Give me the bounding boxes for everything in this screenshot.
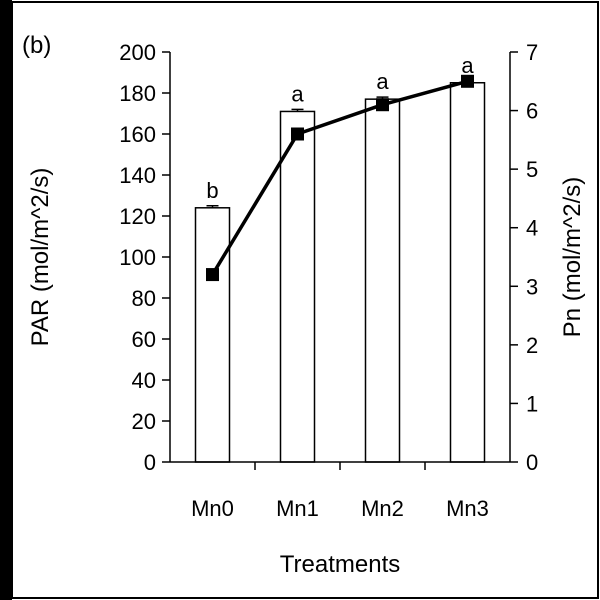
y-tick-label: 60 bbox=[132, 327, 156, 352]
x-tick-label: Mn1 bbox=[276, 496, 319, 521]
y-tick-label: 100 bbox=[119, 245, 156, 270]
y-tick-label: 180 bbox=[119, 81, 156, 106]
y2-tick-label: 7 bbox=[526, 40, 538, 65]
significance-label: b bbox=[206, 178, 218, 203]
x-tick-label: Mn0 bbox=[191, 496, 234, 521]
x-tick-label: Mn3 bbox=[446, 496, 489, 521]
pn-marker-mn3 bbox=[461, 74, 474, 88]
y2-tick-label: 5 bbox=[526, 157, 538, 182]
y-tick-label: 120 bbox=[119, 204, 156, 229]
y-axis-title: PAR (mol/m^2/s) bbox=[27, 168, 54, 347]
panel-label: (b) bbox=[22, 32, 52, 59]
y2-tick-label: 3 bbox=[526, 274, 538, 299]
y-tick-label: 0 bbox=[144, 450, 156, 475]
y2-tick-label: 6 bbox=[526, 99, 538, 124]
pn-line bbox=[211, 79, 468, 276]
y2-tick-label: 2 bbox=[526, 333, 538, 358]
x-tick-label: Mn2 bbox=[361, 496, 404, 521]
y-tick-label: 40 bbox=[132, 368, 156, 393]
par-bar-mn1 bbox=[279, 110, 316, 463]
y-tick-label: 160 bbox=[119, 122, 156, 147]
y2-axis-title: Pn (mol/m^2/s) bbox=[559, 177, 586, 338]
left-edge-bar bbox=[0, 0, 12, 600]
y-tick-label: 140 bbox=[119, 163, 156, 188]
par-bar-mn0 bbox=[194, 207, 231, 463]
y-tick-label: 80 bbox=[132, 286, 156, 311]
pn-marker-mn2 bbox=[376, 98, 389, 112]
par-bar-mn2 bbox=[364, 98, 401, 463]
significance-label: a bbox=[291, 81, 304, 106]
pn-marker-mn0 bbox=[206, 268, 219, 282]
pn-marker-mn1 bbox=[291, 127, 304, 141]
par-bar-mn3 bbox=[449, 82, 486, 463]
y2-tick-label: 0 bbox=[526, 450, 538, 475]
y2-tick-label: 4 bbox=[526, 216, 538, 241]
y-tick-label: 200 bbox=[119, 40, 156, 65]
significance-labels-layer: b a a a bbox=[206, 53, 474, 203]
significance-label: a bbox=[376, 69, 389, 94]
pn-line-layer bbox=[206, 74, 474, 282]
y-tick-label: 20 bbox=[132, 409, 156, 434]
y2-tick-label: 1 bbox=[526, 391, 538, 416]
axes-layer: 0 20 40 60 80 100 120 140 160 180 200 0 1 2 3 4 5 6 7 Mn0 Mn… bbox=[119, 40, 538, 521]
significance-label: a bbox=[461, 53, 474, 78]
figure-frame bbox=[11, 1, 599, 599]
x-axis-title: Treatments bbox=[280, 551, 400, 578]
